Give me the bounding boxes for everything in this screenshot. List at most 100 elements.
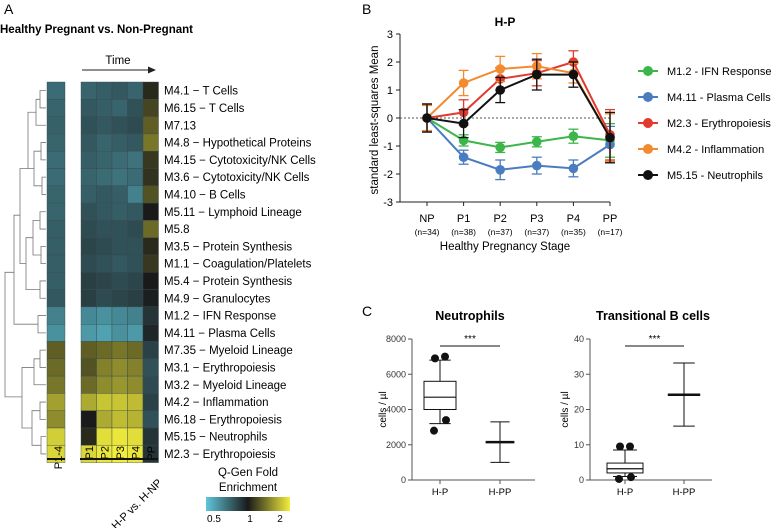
heat-cell [111,393,128,411]
heat-row-label: M4.10 − B Cells [164,189,246,201]
heat-cell [142,237,159,256]
heat-cell [142,289,159,308]
heat-cell [111,306,128,325]
heat-cell [142,116,159,135]
box-y-tick-label: 40 [574,334,584,344]
heat-cell [142,133,159,152]
heat-cell [111,202,128,221]
heat-cell [142,202,159,221]
box-y-tick-label: 0 [579,475,584,485]
outlier-point [431,354,439,363]
panel-b-y-tick-label: -3 [383,197,393,209]
heat-cell-p14 [46,289,66,308]
data-point [532,69,542,80]
panel-b-x-n-label: (n=38) [451,227,476,237]
heat-cell [127,306,144,325]
heat-row-label: M5.4 − Protein Synthesis [164,276,292,288]
dendrogram-link [35,98,46,126]
box-y-tick-label: 4000 [386,405,406,415]
outlier-point [615,474,623,483]
heat-row-label: M2.3 − Erythropoiesis [164,449,276,461]
dendrogram-link [21,367,34,429]
legend-marker [643,170,653,180]
heat-column-label: P3 [115,446,127,459]
heat-cell [127,341,144,359]
heat-cell [96,150,113,169]
data-point [605,132,615,143]
heat-cell [96,99,113,117]
heat-cell [80,185,97,204]
row-dendrogram [4,90,46,455]
significance-label: *** [464,334,476,345]
heat-row-label: M6.15 − T Cells [164,103,245,115]
heat-cell-p14 [46,220,66,238]
heat-cell [80,306,97,325]
heatmap-column-labels: P1 P2 P3 P4 PP [84,446,158,461]
heat-row-label: M3.5 − Protein Synthesis [164,241,292,253]
box-chart-title: Transitional B cells [596,309,710,323]
panel-b-line-chart: H-P 3 2 1 0 -1 -2 -3 NP (n=34) P1 (n=38) P2 (n=37) P3 (… [369,15,772,253]
heat-row-label: M5.8 [164,224,190,236]
heat-cell [96,116,113,135]
heat-cell [96,375,113,394]
box-y-axis-title: cells / µl [378,391,389,427]
heat-column-label: PP [146,446,158,461]
dendrogram-link [39,211,46,230]
heat-cell [96,393,113,411]
panel-a-letter: A [4,1,14,17]
legend-marker [643,118,653,128]
heat-cell [127,168,144,186]
panel-b-x-n-label: (n=17) [598,227,623,237]
legend-label: M2.3 - Erythropoiesis [667,118,771,130]
heat-cell [80,375,97,394]
panel-c-transitional-b-chart: Transitional B cells 0 10 20 30 40 cells / µl H… [560,309,712,498]
panel-c-neutrophils-chart: Neutrophils 0 2000 4000 6000 8000 cells / µl H-… [378,309,535,498]
heat-cell-p14 [46,393,66,411]
data-point [532,137,542,147]
heat-cell [111,358,128,377]
panel-b-x-tick-label: P2 [493,213,506,225]
heat-cell [127,237,144,256]
heat-cell [96,202,113,221]
panel-b-x-tick-label: P1 [457,213,470,225]
heat-cell [127,99,144,117]
outlier-point [441,352,449,361]
heat-cell-p14 [46,427,66,446]
heat-cell [142,150,159,169]
series-line-1 [426,117,611,171]
legend-marker [643,92,653,102]
heat-cell [96,324,113,342]
colorbar-title-line1: Q-Gen Fold [218,467,278,479]
panel-b-y-tick-label: 2 [387,57,393,69]
panel-b-x-tick-label: NP [419,213,434,225]
colorbar-gradient [206,497,290,511]
heatmap-main-grid [80,81,159,463]
heat-cell [142,393,159,411]
heat-cell [80,427,97,446]
panel-b-x-tick-label: PP [603,213,618,225]
heat-cell [111,99,128,117]
heat-cell [111,81,128,100]
heat-row-label: M4.15 − Cytotoxicity/NK Cells [164,155,316,167]
heat-cell [142,272,159,290]
heat-cell [142,220,159,238]
heat-cell [127,133,144,152]
heat-cell [80,237,97,256]
heat-row-label: M4.2 − Inflammation [164,397,269,409]
dendrogram-link [39,280,46,299]
heat-row-label: M4.11 − Plasma Cells [164,328,276,340]
heat-cell [142,81,159,100]
heat-cell [111,133,128,152]
heat-cell [80,289,97,308]
box-y-tick-label: 30 [574,369,584,379]
heat-cell [142,427,159,446]
heat-cell [80,324,97,342]
heat-cell-p14 [46,410,66,429]
box-iqr [606,462,644,474]
heat-cell-p14 [46,254,66,273]
heat-cell [142,254,159,273]
outlier-point [442,416,450,425]
heat-cell [127,393,144,411]
dendrogram-link [19,168,28,265]
dendrogram-link [39,90,46,109]
